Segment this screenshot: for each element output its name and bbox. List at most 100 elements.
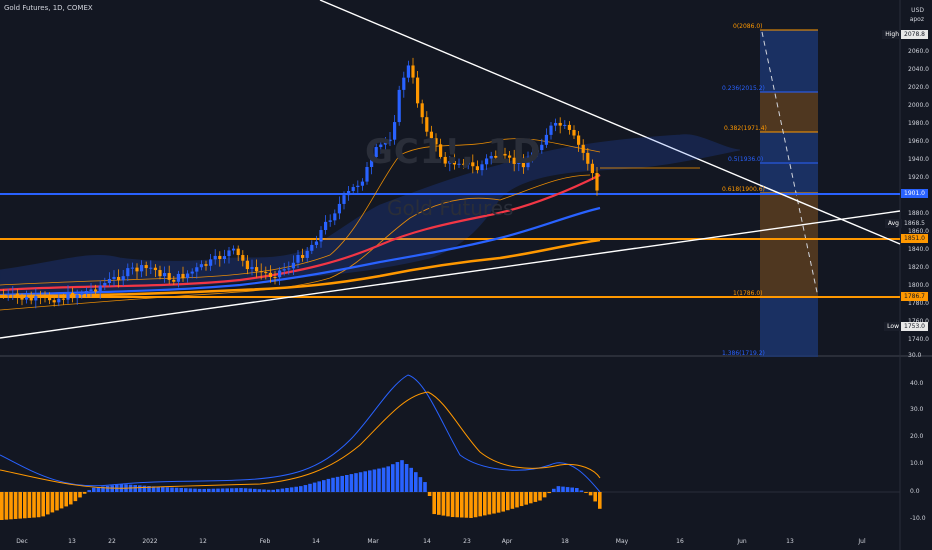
candle-body — [48, 296, 52, 301]
histogram-bar — [598, 492, 602, 509]
histogram-bar — [561, 486, 565, 492]
histogram-bar — [432, 492, 436, 515]
candle-body — [319, 230, 323, 242]
histogram-bar — [248, 488, 252, 492]
histogram-bar — [170, 487, 174, 492]
low-tag-value: 1753.0 — [901, 322, 928, 331]
histogram-bar — [340, 475, 344, 492]
candle-body — [273, 276, 277, 278]
osc-tick: 40.0 — [910, 380, 924, 387]
candle-body — [577, 135, 581, 145]
histogram-bar — [533, 492, 538, 502]
time-tick: 18 — [561, 538, 569, 545]
candle-body — [6, 294, 10, 296]
osc-tick: 20.0 — [910, 433, 924, 440]
histogram-bar — [4, 492, 9, 520]
candle-body — [301, 255, 305, 258]
histogram-bar — [437, 492, 441, 515]
histogram-bar — [386, 466, 390, 492]
candle-body — [213, 255, 217, 260]
osc-line-orange — [0, 391, 601, 489]
histogram-bar — [400, 460, 404, 492]
histogram-bar — [322, 480, 326, 492]
histogram-bar — [418, 477, 423, 492]
candle-body — [29, 297, 33, 301]
candle-body — [351, 187, 355, 192]
histogram-bar — [271, 489, 275, 492]
candle-body — [61, 298, 65, 300]
candle-body — [126, 268, 130, 277]
ascending-trendline[interactable] — [0, 210, 901, 339]
histogram-bar — [151, 486, 156, 492]
time-tick: May — [615, 538, 629, 545]
fib-projection-box[interactable] — [760, 29, 819, 357]
candle-body — [310, 244, 314, 251]
candle-body — [595, 173, 599, 191]
ma-blue[interactable] — [0, 206, 601, 297]
candle-body — [397, 89, 401, 123]
histogram-bar — [391, 464, 395, 492]
candle-body — [250, 267, 254, 270]
candle-body — [287, 268, 291, 270]
histogram-bar — [358, 472, 363, 492]
histogram-bar — [161, 487, 165, 492]
scale-toggle[interactable]: apoz — [909, 16, 924, 23]
price-tick: 1800.0 — [908, 282, 929, 289]
histogram-bar — [519, 492, 524, 507]
histogram-bar — [529, 492, 533, 504]
candle-body — [457, 163, 461, 165]
histogram-bar — [243, 488, 248, 492]
histogram-bar — [506, 492, 510, 511]
histogram-bar — [18, 492, 22, 519]
histogram-bar — [96, 487, 101, 492]
histogram-bar — [372, 469, 377, 492]
histogram-bar — [276, 489, 280, 492]
ma-red[interactable] — [0, 174, 601, 292]
histogram-bar — [207, 488, 211, 492]
fib-label-1386: 1.386(1719.2) — [722, 350, 765, 357]
histogram-bar — [184, 488, 188, 492]
avg-tag-label: Avg — [884, 219, 902, 228]
histogram-bar — [46, 492, 50, 515]
histogram-bar — [64, 492, 68, 507]
candle-body — [158, 270, 162, 277]
histogram-bar — [483, 492, 487, 516]
histogram-bar — [584, 492, 588, 493]
candle-body — [480, 164, 484, 171]
histogram-bar — [409, 467, 413, 492]
candle-body — [503, 153, 507, 156]
level-tag-1786: 1786.7 — [901, 292, 928, 301]
candle-body — [540, 144, 544, 151]
price-tick: 1820.0 — [908, 264, 929, 271]
candle-body — [153, 267, 157, 271]
candle-body — [512, 157, 516, 164]
chart-title: Gold Futures, 1D, COMEX — [4, 4, 93, 12]
histogram-bar — [335, 476, 340, 492]
candle-body — [121, 276, 125, 281]
histogram-bar — [317, 481, 321, 492]
candle-body — [71, 292, 75, 299]
descending-trendline[interactable] — [319, 0, 901, 245]
candle-body — [140, 265, 144, 272]
time-tick: 23 — [463, 538, 471, 545]
candle-body — [402, 77, 406, 90]
ma-orange[interactable] — [0, 238, 601, 298]
candlesticks[interactable] — [2, 57, 599, 309]
histogram-bar — [354, 473, 358, 492]
candle-body — [107, 278, 111, 284]
histogram-bar — [262, 489, 266, 492]
histogram-bar — [110, 485, 114, 492]
histogram-bar — [239, 488, 243, 492]
candle-body — [66, 292, 70, 300]
candle-body — [144, 265, 148, 269]
price-tick: 1860.0 — [908, 228, 929, 235]
histogram-bar — [142, 485, 147, 492]
histogram-bar — [105, 485, 110, 492]
candle-body — [462, 163, 466, 165]
histogram-bar — [69, 492, 73, 505]
candle-body — [259, 271, 263, 273]
histogram-bar — [225, 488, 229, 492]
histogram-bar — [156, 486, 160, 492]
candle-body — [517, 161, 521, 164]
